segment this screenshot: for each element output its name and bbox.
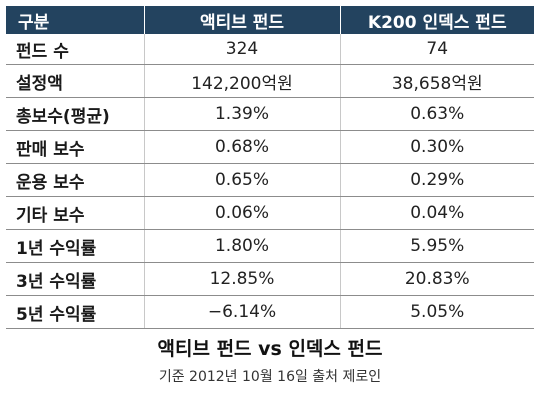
table-row: 1년 수익률 1.80% 5.95% (6, 229, 534, 263)
table-row: 판매 보수 0.68% 0.30% (6, 130, 534, 164)
active-fund-value: 324 (144, 34, 341, 65)
active-fund-value: 0.06% (144, 196, 341, 230)
row-label: 3년 수익률 (6, 262, 145, 296)
row-label: 운용 보수 (6, 163, 145, 197)
header-active-fund: 액티브 펀드 (144, 6, 341, 34)
row-label: 총보수(평균) (6, 97, 145, 131)
index-fund-value: 0.63% (340, 97, 534, 131)
active-fund-value: 12.85% (144, 262, 341, 296)
active-fund-value: 1.39% (144, 97, 341, 131)
table-row: 총보수(평균) 1.39% 0.63% (6, 97, 534, 131)
fund-comparison-figure: 구분 액티브 펀드 K200 인덱스 펀드 펀드 수 324 74 설정액 14… (6, 6, 534, 329)
index-fund-value: 0.30% (340, 130, 534, 164)
header-row: 구분 액티브 펀드 K200 인덱스 펀드 (6, 6, 534, 34)
header-index-fund: K200 인덱스 펀드 (340, 6, 534, 34)
header-category: 구분 (6, 6, 145, 34)
index-fund-value: 5.05% (340, 295, 534, 329)
row-label: 1년 수익률 (6, 229, 145, 263)
row-label: 설정액 (6, 64, 145, 98)
table-header: 구분 액티브 펀드 K200 인덱스 펀드 (6, 6, 534, 34)
fund-comparison-table: 구분 액티브 펀드 K200 인덱스 펀드 펀드 수 324 74 설정액 14… (6, 6, 534, 329)
active-fund-value: 1.80% (144, 229, 341, 263)
index-fund-value: 20.83% (340, 262, 534, 296)
active-fund-value: −6.14% (144, 295, 341, 329)
table-body: 펀드 수 324 74 설정액 142,200억원 38,658억원 총보수(평… (6, 34, 534, 329)
index-fund-value: 38,658억원 (340, 64, 534, 98)
index-fund-value: 0.04% (340, 196, 534, 230)
figure-source-note: 기준 2012년 10월 16일 출처 제로인 (158, 369, 382, 385)
figure-title: 액티브 펀드 vs 인덱스 펀드 (157, 338, 383, 360)
active-fund-value: 0.65% (144, 163, 341, 197)
index-fund-value: 5.95% (340, 229, 534, 263)
row-label: 펀드 수 (6, 34, 145, 65)
row-label: 기타 보수 (6, 196, 145, 230)
active-fund-value: 0.68% (144, 130, 341, 164)
index-fund-value: 74 (340, 34, 534, 65)
table-row: 설정액 142,200억원 38,658억원 (6, 64, 534, 98)
table-row: 3년 수익률 12.85% 20.83% (6, 262, 534, 296)
table-row: 펀드 수 324 74 (6, 34, 534, 65)
row-label: 5년 수익률 (6, 295, 145, 329)
index-fund-value: 0.29% (340, 163, 534, 197)
active-fund-value: 142,200억원 (144, 64, 341, 98)
table-row: 기타 보수 0.06% 0.04% (6, 196, 534, 230)
row-label: 판매 보수 (6, 130, 145, 164)
table-row: 5년 수익률 −6.14% 5.05% (6, 295, 534, 329)
table-row: 운용 보수 0.65% 0.29% (6, 163, 534, 197)
